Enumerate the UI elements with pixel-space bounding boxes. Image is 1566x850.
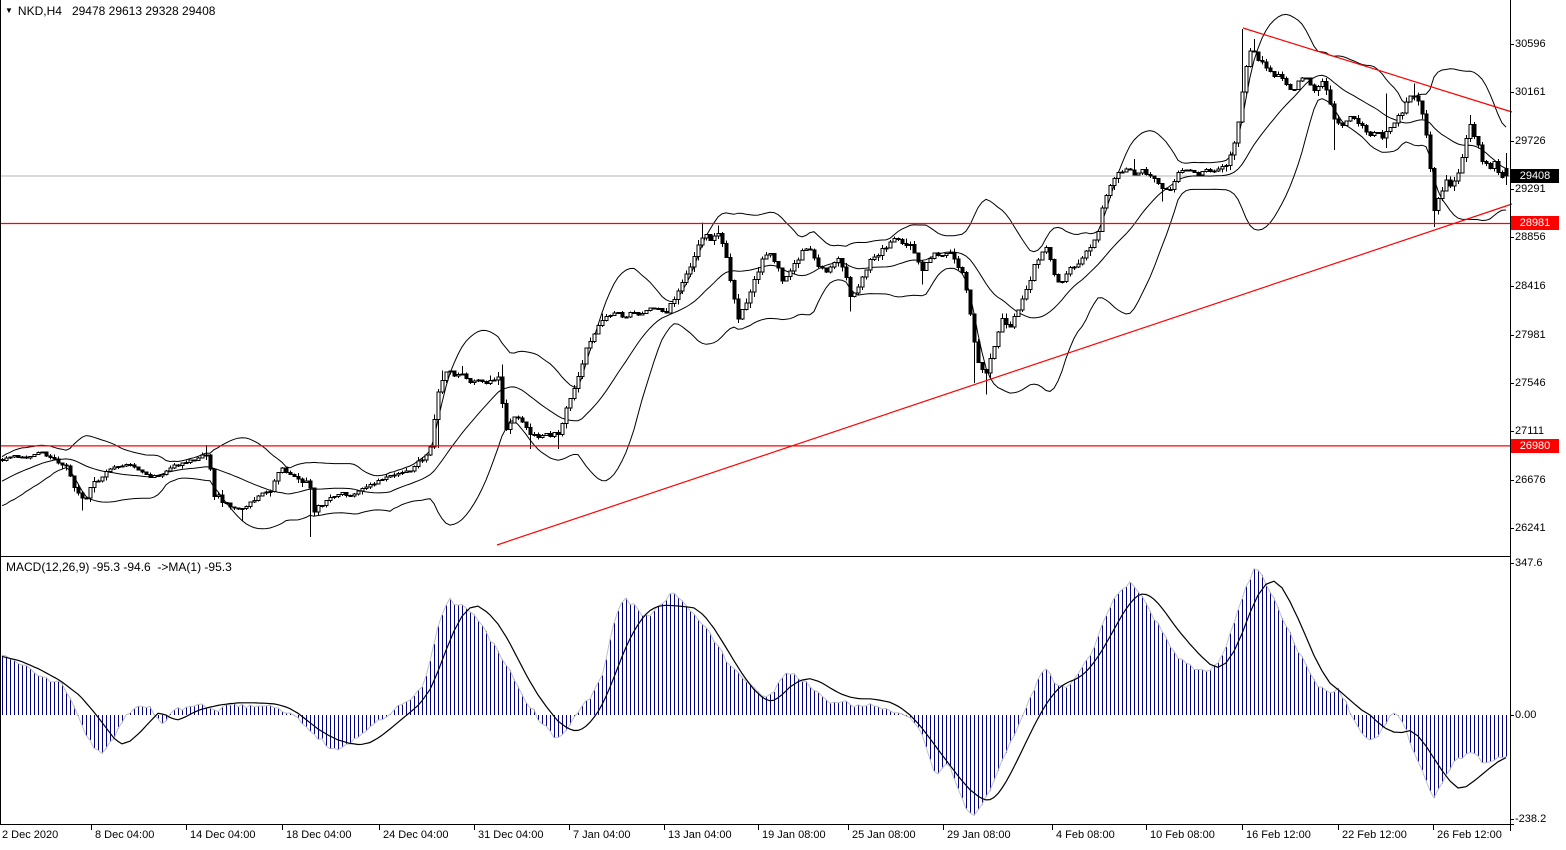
current-price-badge: 29408 <box>1511 169 1559 184</box>
macd-histogram <box>2 568 1507 816</box>
time-axis-label: 2 Dec 2020 <box>2 829 59 841</box>
price-axis-label: 30161 <box>1515 86 1546 99</box>
time-axis-label: 13 Jan 04:00 <box>668 829 732 841</box>
time-axis-label: 25 Jan 08:00 <box>852 829 916 841</box>
price-axis-label: 26676 <box>1515 473 1546 486</box>
macd-axis-label: 0.00 <box>1515 709 1537 721</box>
time-axis-label: 16 Feb 12:00 <box>1246 829 1311 841</box>
time-axis-label: 14 Dec 04:00 <box>190 829 256 841</box>
bollinger-bands-layer <box>1 13 1507 530</box>
bollinger-middle-band <box>1 74 1507 495</box>
macd-axis-label: 347.6 <box>1515 557 1543 569</box>
price-axis-label: 27546 <box>1515 376 1546 389</box>
price-axis-label: 27111 <box>1515 425 1544 438</box>
price-axis-label: 26241 <box>1515 522 1546 534</box>
red-objects-layer <box>0 27 1513 546</box>
time-axis-label: 18 Dec 04:00 <box>286 829 352 841</box>
time-axis-label: 4 Feb 08:00 <box>1056 829 1115 841</box>
time-axis-label: 31 Dec 04:00 <box>478 829 544 841</box>
support-level-badge: 26980 <box>1511 438 1559 453</box>
price-axis-label: 27981 <box>1515 328 1546 341</box>
macd-axis-label: -238.2 <box>1515 813 1547 826</box>
resistance-level-badge: 28981 <box>1511 216 1559 231</box>
macd-signal-line <box>1 580 1507 801</box>
price-axis-label: 28856 <box>1515 231 1546 244</box>
macd-indicator-label: MACD(12,26,9) -95.3 -94.6 ->MA(1) -95.3 <box>6 560 232 574</box>
time-axis-label: 22 Feb 12:00 <box>1342 829 1407 841</box>
descending-resistance-trendline <box>1242 27 1513 113</box>
symbol-period-label: NKD,H4 <box>17 4 62 18</box>
chart-header: ▼ NKD,H4 29478 29613 29328 29408 <box>5 4 215 18</box>
bollinger-lower-band <box>1 98 1507 530</box>
price-axis-label: 29291 <box>1515 183 1546 196</box>
macd-layer <box>1 568 1507 816</box>
time-axis-label: 26 Feb 12:00 <box>1437 829 1502 841</box>
time-axis-label: 7 Jan 04:00 <box>573 829 631 841</box>
symbol-dropdown-icon[interactable]: ▼ <box>5 6 13 15</box>
time-axis-label: 29 Jan 08:00 <box>947 829 1011 841</box>
time-axis-label: 10 Feb 08:00 <box>1150 829 1215 841</box>
time-axis-label: 19 Jan 08:00 <box>762 829 826 841</box>
axes-layer <box>0 0 1514 831</box>
bollinger-upper-band <box>1 13 1507 477</box>
price-axis-label: 29726 <box>1515 134 1546 147</box>
time-axis-label: 8 Dec 04:00 <box>95 829 155 841</box>
ascending-support-trendline <box>496 203 1513 546</box>
candles-layer <box>0 29 1509 538</box>
price-axis-label: 30596 <box>1515 38 1546 50</box>
macd-histogram-envelope <box>1 568 1507 816</box>
price-axis-label: 28416 <box>1515 280 1546 293</box>
ohlc-values: 29478 29613 29328 29408 <box>71 4 216 18</box>
time-axis-label: 24 Dec 04:00 <box>383 829 449 841</box>
